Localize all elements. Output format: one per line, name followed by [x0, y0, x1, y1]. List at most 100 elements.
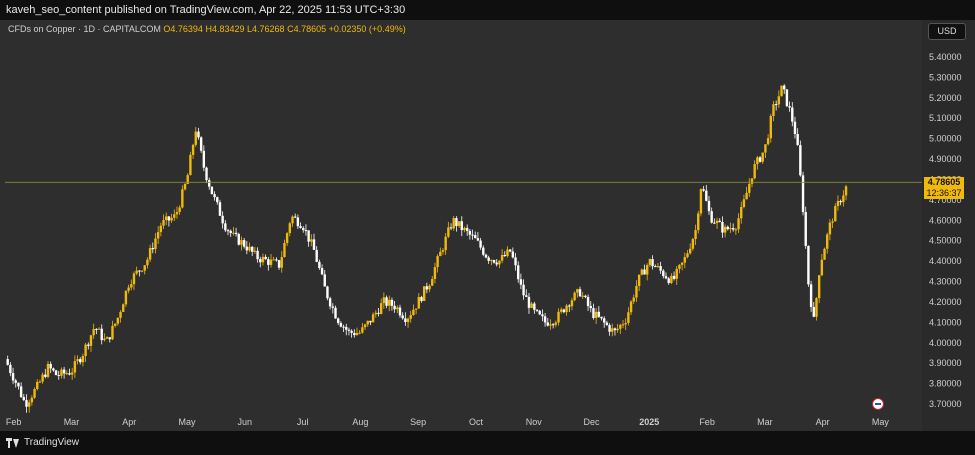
candle-body	[38, 381, 42, 383]
candle-body	[484, 254, 488, 258]
candle-body	[449, 227, 453, 229]
candle-body	[92, 328, 95, 336]
candle-body	[264, 256, 267, 260]
candle-body	[629, 301, 633, 313]
candle-body	[111, 325, 114, 340]
candle-body	[113, 323, 117, 326]
candle-body	[729, 228, 732, 230]
candle-body	[87, 344, 90, 346]
candle-body	[167, 216, 171, 221]
candle-body	[605, 322, 609, 326]
publisher-line: kaveh_seo_content published on TradingVi…	[6, 4, 406, 16]
candle-body	[527, 296, 531, 308]
candle-body	[831, 221, 834, 223]
candle-body	[350, 330, 353, 333]
candle-body	[409, 315, 412, 319]
candle-body	[764, 144, 767, 153]
candle-body	[275, 259, 278, 261]
candle-body	[431, 279, 434, 286]
candle-body	[576, 289, 579, 293]
candle-body	[30, 397, 34, 403]
candle-body	[267, 259, 270, 265]
candle-body	[436, 256, 439, 268]
candle-body	[828, 222, 832, 235]
candle-body	[355, 332, 359, 336]
candle-body	[199, 137, 203, 151]
x-tick-label: Apr	[816, 417, 830, 427]
high-value: H4.83429	[205, 24, 245, 34]
candle-body	[353, 332, 356, 336]
candle-body	[124, 290, 128, 305]
x-tick-label: Oct	[469, 417, 484, 427]
low-value: L4.76268	[247, 24, 285, 34]
candle-body	[506, 249, 509, 257]
candle-body	[406, 318, 410, 323]
candle-body	[570, 300, 574, 307]
candle-body	[57, 375, 60, 377]
candle-body	[581, 295, 584, 297]
candle-body	[122, 304, 125, 312]
symbol-description: CFDs on Copper · 1D · CAPITALCOM	[8, 24, 161, 34]
candle-body	[108, 337, 111, 340]
candle-body	[154, 238, 157, 250]
x-tick-label: 2025	[639, 417, 659, 427]
candle-body	[165, 216, 168, 221]
tradingview-mark-icon	[6, 437, 20, 448]
candle-body	[44, 374, 47, 377]
candle-body	[428, 285, 431, 290]
candle-body	[675, 268, 678, 279]
y-tick-label: 3.90000	[929, 358, 962, 368]
candle-body	[401, 315, 404, 319]
candle-body	[694, 230, 697, 240]
candle-body	[474, 235, 477, 239]
candle-body	[339, 323, 343, 327]
candle-body	[613, 328, 617, 331]
candle-body	[648, 259, 652, 266]
candle-body	[420, 297, 423, 301]
candle-body	[132, 273, 136, 285]
candle-body	[95, 328, 98, 330]
candle-body	[224, 223, 227, 231]
candle-body	[823, 248, 826, 260]
candle-body	[140, 270, 144, 272]
candle-body	[799, 145, 802, 176]
candle-body	[815, 298, 818, 317]
y-tick-label: 4.40000	[929, 256, 962, 266]
candle-body	[366, 320, 369, 325]
us-flag-event-icon[interactable]	[872, 398, 884, 410]
x-tick-label: Sep	[410, 417, 426, 427]
candle-body	[457, 221, 461, 227]
candle-body	[793, 121, 797, 134]
candle-body	[331, 306, 335, 308]
candle-body	[70, 372, 74, 375]
candle-body	[560, 309, 563, 312]
candle-body	[530, 303, 533, 308]
candle-body	[22, 397, 26, 401]
candle-body	[723, 226, 727, 233]
candle-body	[315, 249, 318, 262]
currency-button[interactable]: USD	[928, 23, 966, 40]
x-tick-label: Feb	[6, 417, 22, 427]
candle-body	[546, 322, 549, 326]
candle-body	[573, 292, 576, 301]
tradingview-logo: TradingView	[6, 437, 79, 448]
candle-body	[323, 274, 326, 287]
candle-body	[358, 332, 361, 334]
price-scale[interactable]	[922, 20, 975, 431]
candle-body	[84, 344, 87, 357]
candle-body	[417, 297, 420, 309]
candle-body	[221, 215, 224, 224]
candle-body	[565, 305, 568, 313]
candle-body	[761, 152, 764, 162]
candle-body	[589, 305, 592, 309]
candle-body	[740, 206, 743, 219]
candle-body	[345, 326, 348, 330]
close-value: C4.78605	[287, 24, 327, 34]
candle-body	[89, 335, 93, 346]
candle-body	[17, 382, 20, 387]
candle-body	[525, 295, 528, 297]
candle-body	[452, 218, 455, 229]
candle-body	[100, 328, 103, 341]
candle-body	[382, 297, 386, 304]
candle-body	[54, 370, 58, 376]
